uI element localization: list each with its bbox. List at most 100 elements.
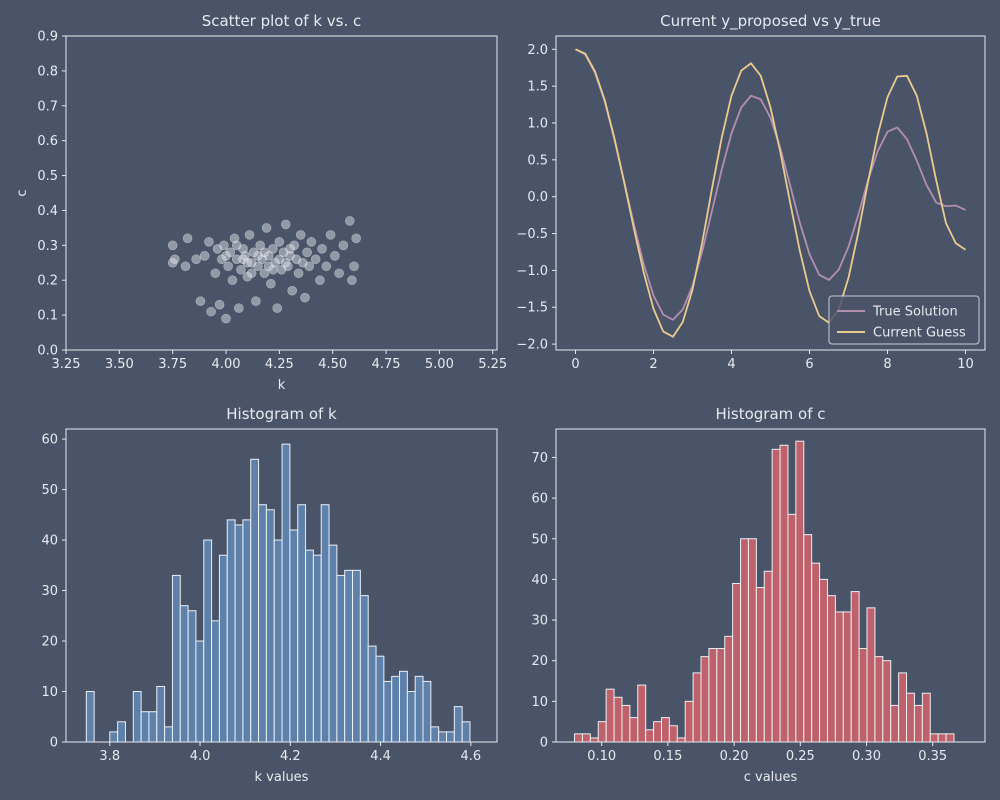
x-tick-label: 0.20 [720,749,749,764]
scatter-point [195,296,206,306]
histogram-bar [574,733,583,742]
scatter-point [206,306,216,317]
x-tick-label: 4.00 [212,357,241,372]
histogram-bar [399,670,408,742]
x-tick-label: 4.50 [318,357,347,372]
scatter-point [261,223,272,233]
histogram-bar [811,562,821,742]
histogram-bar [461,721,471,742]
y-tick-label: 2.0 [527,43,548,58]
scatter-point [255,240,265,251]
y-tick-label: 1.0 [527,116,548,131]
x-tick-label: 4.6 [460,749,481,764]
scatter-point [300,292,310,303]
histogram-bar [732,582,742,742]
histogram-bar [414,675,424,742]
x-tick-label: 3.8 [99,749,120,764]
histogram-bar [771,448,781,742]
legend-label: True Solution [872,305,958,320]
y-tick-label: 0 [540,736,548,751]
series-line-current-guess [575,48,967,338]
scatter-point [280,219,291,230]
y-tick-label: 0.5 [37,169,58,184]
y-tick-label: 0.7 [37,99,58,114]
x-tick-label: 8 [883,357,891,372]
y-tick-label: −1.5 [516,301,548,316]
chart-title: Current y_proposed vs y_true [660,12,881,31]
scatter-point [170,254,180,265]
scatter-point [251,296,261,306]
legend-label: Current Guess [873,326,966,341]
histogram-bar [453,706,463,742]
x-tick-label: 6 [805,357,813,372]
histogram-bar [336,574,346,742]
x-tick-label: 5.25 [478,357,507,372]
scatter-point [274,237,285,247]
histogram-bar [684,700,694,742]
plot-marks [85,443,471,742]
y-tick-label: 0 [50,736,58,751]
scatter-point [287,285,297,296]
histogram-bar [367,645,377,742]
histogram-bar [312,554,322,742]
histogram-bar [834,611,844,742]
y-tick-label: 10 [531,695,548,710]
histogram-bar [645,729,655,742]
y-axis-label: c [15,189,30,196]
scatter-point [268,264,278,275]
histogram-bar [779,444,789,742]
x-tick-label: 4.25 [265,357,294,372]
y-tick-label: 1.5 [527,80,548,95]
y-tick-label: 20 [531,654,548,669]
histogram-bar [890,704,900,742]
x-tick-label: 4 [727,357,735,372]
scatter-point [238,254,248,265]
histogram-bar [716,648,726,742]
scatter-point [272,303,283,313]
histogram-bar [803,534,813,742]
histogram-bar [906,692,915,742]
scatter-point [259,268,270,279]
histogram-bar [352,569,361,742]
x-tick-label: 3.50 [105,357,134,372]
scatter-point [338,240,349,251]
y-tick-label: 20 [41,635,58,650]
x-tick-label: 10 [957,357,974,372]
scatter-point [180,261,191,272]
x-tick-label: 4.75 [372,357,401,372]
histogram-bar [171,574,181,742]
scatter-point [253,261,263,272]
scatter-point [351,233,361,244]
histogram-bar [945,733,955,742]
histogram-bar [305,549,314,742]
histogram-bar [724,635,734,742]
x-axis-label: c values [744,770,798,785]
histogram-bar [289,529,299,742]
scatter-point [191,254,201,265]
line-panel: Current y_proposed vs y_true 0 2 4 6 8 10 −2.0 −… [516,12,986,372]
histogram-bar [937,733,947,742]
histogram-bar [383,680,393,742]
histogram-bar [218,554,228,742]
chart-title: Histogram of c [715,405,825,423]
y-tick-label: 40 [531,573,548,588]
y-tick-label: 0.6 [37,134,58,149]
histogram-bar [581,733,591,742]
histogram-bar [445,731,455,742]
x-tick-label: 3.75 [158,357,187,372]
histogram-c-panel: Histogram of c 0.10 0.15 0.20 0.25 0.30 0.35 0 1… [531,405,986,785]
histogram-bar [795,440,805,742]
scatter-point [310,254,321,265]
histogram-bar [406,691,416,742]
histogram-bar [375,655,385,742]
scatter-point [325,230,336,240]
y-tick-label: −1.0 [516,264,548,279]
chart-title: Scatter plot of k vs. c [202,12,362,30]
x-tick-label: 3.25 [52,357,81,372]
histogram-bar [344,569,354,742]
x-tick-label: 4.0 [190,749,211,764]
y-tick-label: 60 [41,433,58,448]
histogram-bar [234,524,244,742]
scatter-point [285,244,295,254]
